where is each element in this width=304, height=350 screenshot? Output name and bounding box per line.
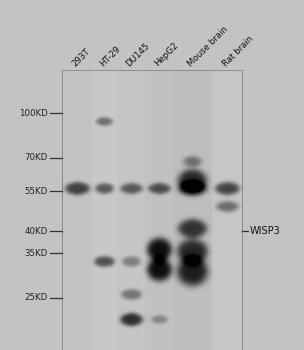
Text: DU145: DU145 <box>125 41 152 68</box>
Bar <box>62 70 242 350</box>
Text: 35KD: 35KD <box>25 248 48 258</box>
Text: 40KD: 40KD <box>25 226 48 236</box>
Text: 293T: 293T <box>71 46 92 68</box>
Text: 25KD: 25KD <box>25 294 48 302</box>
Text: 55KD: 55KD <box>25 187 48 196</box>
Text: HepG2: HepG2 <box>153 41 180 68</box>
Text: 70KD: 70KD <box>25 154 48 162</box>
Text: 100KD: 100KD <box>19 108 48 118</box>
Text: HT-29: HT-29 <box>98 44 122 68</box>
Text: Mouse brain: Mouse brain <box>186 24 230 68</box>
Text: WISP3: WISP3 <box>250 226 281 236</box>
Text: Rat brain: Rat brain <box>221 34 255 68</box>
